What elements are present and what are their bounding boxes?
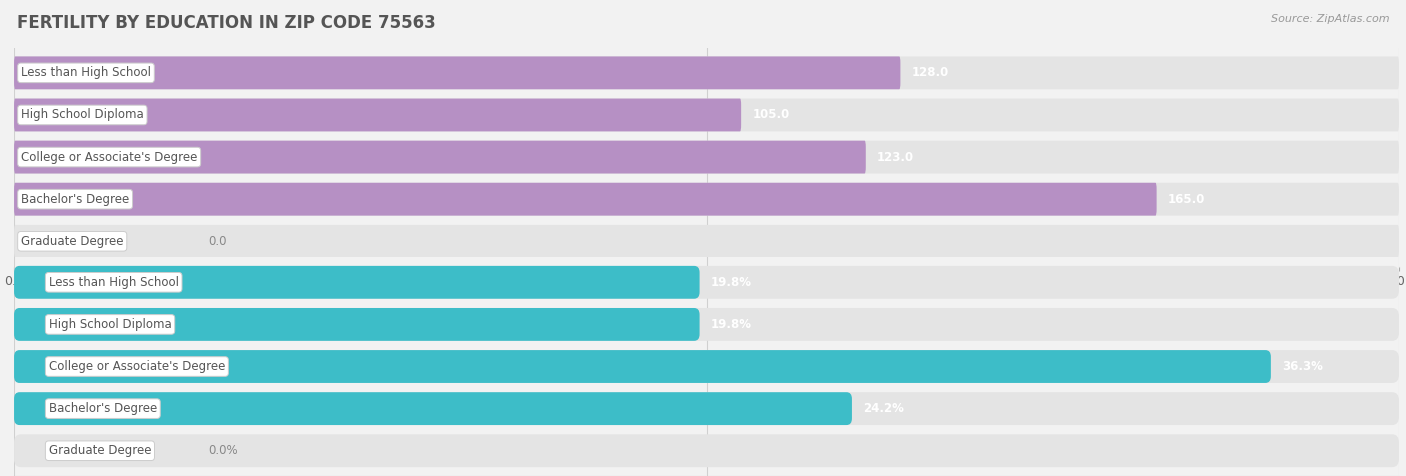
- Text: 165.0: 165.0: [1168, 193, 1205, 206]
- FancyBboxPatch shape: [14, 141, 1399, 173]
- FancyBboxPatch shape: [14, 99, 1399, 131]
- Text: FERTILITY BY EDUCATION IN ZIP CODE 75563: FERTILITY BY EDUCATION IN ZIP CODE 75563: [17, 14, 436, 32]
- Text: College or Associate's Degree: College or Associate's Degree: [21, 150, 197, 164]
- FancyBboxPatch shape: [14, 183, 1157, 216]
- FancyBboxPatch shape: [14, 141, 866, 173]
- FancyBboxPatch shape: [14, 266, 1399, 299]
- FancyBboxPatch shape: [14, 57, 900, 89]
- Text: 19.8%: 19.8%: [710, 318, 752, 331]
- FancyBboxPatch shape: [14, 266, 700, 299]
- Text: 123.0: 123.0: [877, 150, 914, 164]
- FancyBboxPatch shape: [14, 350, 1271, 383]
- Text: 19.8%: 19.8%: [710, 276, 752, 289]
- Text: Less than High School: Less than High School: [49, 276, 179, 289]
- FancyBboxPatch shape: [14, 434, 1399, 467]
- Text: 105.0: 105.0: [752, 109, 789, 121]
- Text: Graduate Degree: Graduate Degree: [21, 235, 124, 248]
- FancyBboxPatch shape: [14, 225, 1399, 258]
- Text: High School Diploma: High School Diploma: [49, 318, 172, 331]
- Text: 128.0: 128.0: [911, 66, 949, 79]
- FancyBboxPatch shape: [14, 350, 1399, 383]
- FancyBboxPatch shape: [14, 392, 852, 425]
- Text: Graduate Degree: Graduate Degree: [49, 444, 152, 457]
- Text: Source: ZipAtlas.com: Source: ZipAtlas.com: [1271, 14, 1389, 24]
- FancyBboxPatch shape: [14, 392, 1399, 425]
- FancyBboxPatch shape: [14, 308, 700, 341]
- Text: Bachelor's Degree: Bachelor's Degree: [49, 402, 157, 415]
- Text: 0.0: 0.0: [208, 235, 226, 248]
- Text: Bachelor's Degree: Bachelor's Degree: [21, 193, 129, 206]
- FancyBboxPatch shape: [14, 308, 1399, 341]
- Text: High School Diploma: High School Diploma: [21, 109, 143, 121]
- FancyBboxPatch shape: [14, 99, 741, 131]
- FancyBboxPatch shape: [14, 57, 1399, 89]
- FancyBboxPatch shape: [14, 183, 1399, 216]
- Text: 24.2%: 24.2%: [863, 402, 904, 415]
- Text: 36.3%: 36.3%: [1282, 360, 1323, 373]
- Text: 0.0%: 0.0%: [208, 444, 238, 457]
- Text: College or Associate's Degree: College or Associate's Degree: [49, 360, 225, 373]
- Text: Less than High School: Less than High School: [21, 66, 150, 79]
